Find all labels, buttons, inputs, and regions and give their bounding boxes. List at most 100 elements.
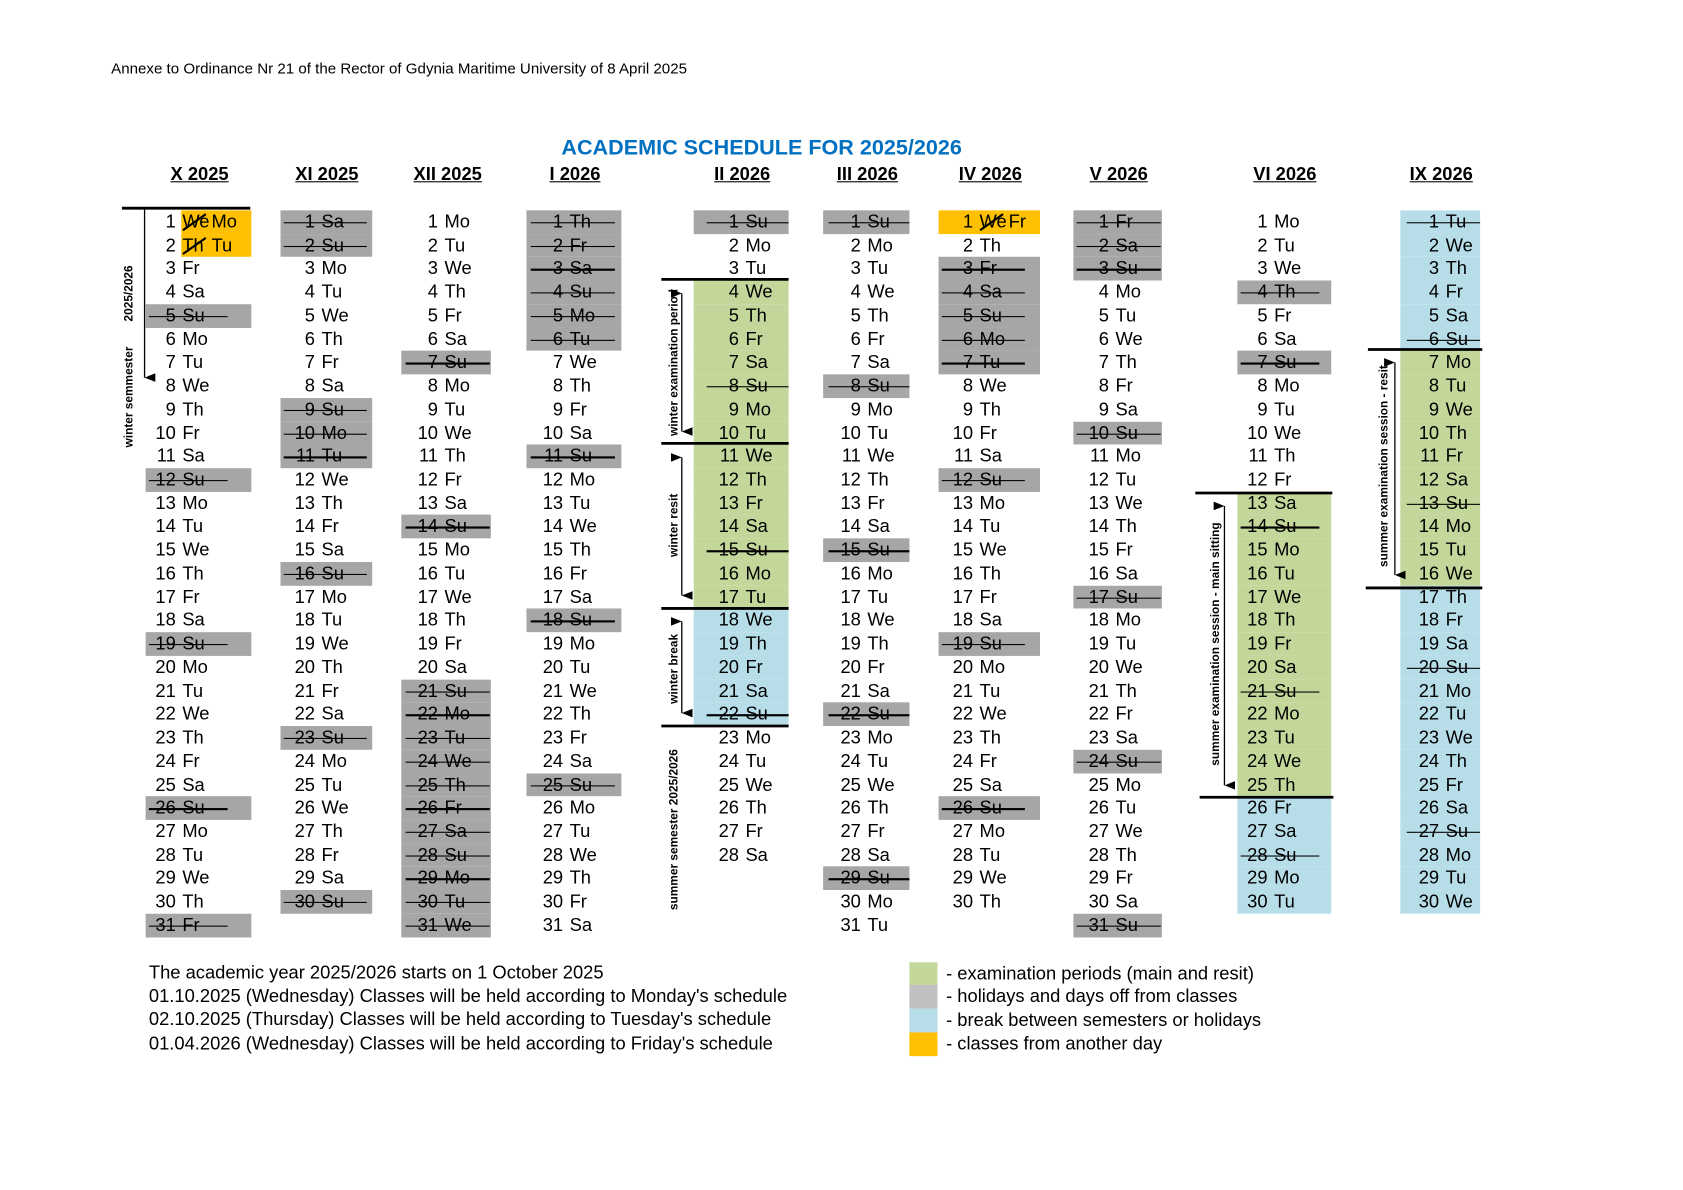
- weekday: Tu: [979, 352, 1001, 373]
- day-number: 23: [1088, 727, 1110, 748]
- day-number: 20: [840, 656, 861, 678]
- day-cell-off: [526, 608, 622, 633]
- weekday: We: [444, 914, 472, 936]
- weekday: Fr: [182, 750, 200, 772]
- weekday: Th: [745, 633, 767, 654]
- weekday: Th: [569, 867, 592, 889]
- day-cell-exam: [1237, 538, 1332, 562]
- day-number: 8: [427, 375, 438, 397]
- day-number: 16: [155, 563, 176, 584]
- weekday: Mo: [444, 211, 470, 232]
- strike-through: [1076, 269, 1161, 271]
- weekday: Fr: [1445, 609, 1463, 631]
- weekday: Th: [321, 492, 343, 514]
- weekday: Tu: [745, 586, 767, 608]
- day-number: 10: [155, 422, 176, 443]
- day-number: 8: [696, 374, 739, 397]
- weekday: Sa: [182, 774, 205, 795]
- day-cell-off: [401, 913, 491, 938]
- day-number: 15: [952, 539, 974, 561]
- weekday: Su: [867, 703, 890, 725]
- day-cell-break: [1400, 655, 1481, 680]
- day-number: 29: [155, 867, 176, 889]
- weekday: Th: [1445, 258, 1467, 279]
- day-number: 4: [728, 281, 739, 303]
- day-number: 14: [718, 516, 739, 537]
- day-number: 7: [165, 352, 176, 373]
- day-cell-off: [823, 702, 910, 727]
- day-number: 23: [718, 727, 739, 748]
- weekday: Th: [321, 656, 343, 678]
- day-number: 20: [952, 656, 974, 678]
- day-number: 13: [155, 492, 176, 514]
- winter-semester-year-label: 2025/2026: [122, 265, 136, 322]
- weekday: Tu: [182, 516, 204, 537]
- winter-break-label: winter break: [667, 633, 681, 704]
- weekday: Fr: [569, 563, 587, 584]
- strike-through: [405, 855, 490, 857]
- weekday: We: [1274, 750, 1302, 772]
- weekday: We: [867, 774, 895, 795]
- legend-label: - examination periods (main and resit): [946, 963, 1254, 984]
- day-number: 6: [1396, 328, 1439, 351]
- day-cell-exam: [693, 491, 789, 516]
- weekday: Mo: [1115, 609, 1141, 631]
- day-number: 4: [304, 281, 316, 303]
- day-number: 30: [952, 891, 974, 912]
- weekday: Th: [569, 211, 592, 232]
- legend-label: - classes from another day: [946, 1033, 1163, 1054]
- day-cell-off: [823, 866, 910, 891]
- day-number: 17: [542, 586, 564, 608]
- month-header: VI 2026: [1253, 163, 1317, 185]
- day-number: 21: [718, 680, 739, 701]
- weekday: Sa: [867, 516, 890, 537]
- day-cell-exam: [693, 327, 789, 351]
- day-cell-off: [526, 444, 622, 469]
- day-cell-off: [526, 233, 622, 258]
- day-number: 29: [1247, 867, 1268, 889]
- day-number: 16: [1088, 563, 1110, 584]
- weekday: Fr: [444, 305, 462, 326]
- weekday: Fr: [182, 422, 200, 443]
- strike-through: [283, 409, 367, 412]
- day-number: 27: [1247, 820, 1268, 842]
- weekday: We: [1445, 727, 1473, 748]
- weekday: Tu: [444, 234, 466, 256]
- day-number: 5: [1257, 305, 1268, 326]
- day-number: 25: [1247, 774, 1268, 795]
- weekday: Su: [979, 797, 1002, 819]
- weekday: We: [1445, 398, 1473, 420]
- day-number: 24: [1418, 750, 1440, 772]
- weekday: Sa: [979, 281, 1002, 303]
- day-number: 31: [542, 914, 564, 936]
- day-number: 10: [840, 422, 861, 443]
- weekday: Su: [867, 867, 890, 889]
- day-number: 4: [930, 281, 973, 304]
- weekday: Su: [182, 633, 205, 654]
- day-cell-exam: [1400, 491, 1481, 516]
- weekday: Mo: [444, 375, 470, 397]
- day-cell-off: [280, 397, 373, 422]
- weekday: Su: [569, 281, 593, 303]
- day-number: 16: [417, 563, 438, 584]
- day-number: 5: [850, 305, 861, 326]
- weekday: Mo: [979, 820, 1006, 842]
- day-number: 14: [840, 516, 861, 537]
- summer-semester-label: summer semester 2025/2026: [667, 749, 681, 911]
- weekday: Sa: [1445, 305, 1469, 326]
- weekday: We: [1274, 258, 1302, 279]
- day-number: 12: [1088, 469, 1110, 490]
- day-cell-off: [1073, 585, 1162, 609]
- weekday: We: [321, 633, 349, 654]
- day-number: 20: [155, 656, 176, 678]
- strike-through: [283, 902, 367, 904]
- weekday: Mo: [1274, 211, 1300, 232]
- weekday: Fr: [867, 820, 885, 842]
- weekday: Mo: [321, 258, 347, 279]
- day-number: 9: [850, 398, 861, 420]
- weekday: Fr: [182, 258, 200, 279]
- weekday: Sa: [569, 422, 593, 443]
- weekday: Su: [1274, 352, 1297, 373]
- weekday: Th: [569, 539, 592, 561]
- day-cell-off: [938, 468, 1040, 492]
